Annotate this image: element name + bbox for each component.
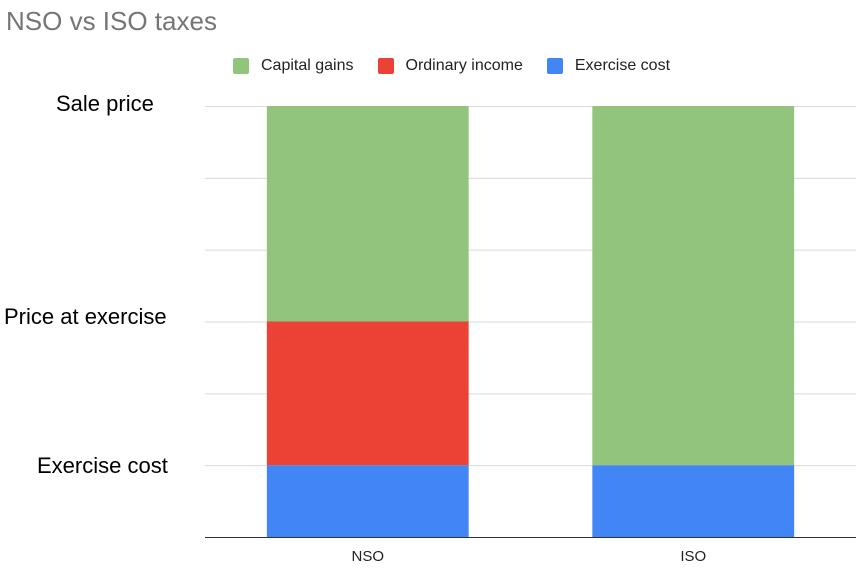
x-tick-label: ISO [680, 548, 706, 565]
legend-swatch-ordinary-income [377, 58, 394, 74]
bar-nso-exercise-cost[interactable] [266, 465, 469, 537]
legend: Capital gains Ordinary income Exercise c… [233, 57, 694, 75]
legend-swatch-exercise-cost [546, 58, 563, 74]
legend-item-exercise-cost[interactable]: Exercise cost [546, 57, 671, 75]
level-label-price-at-exercise: Price at exercise [4, 304, 167, 329]
level-label-sale-price: Sale price [56, 91, 154, 116]
level-label-exercise-cost: Exercise cost [37, 453, 168, 478]
legend-item-capital-gains[interactable]: Capital gains [233, 57, 354, 75]
bar-iso-exercise-cost[interactable] [592, 465, 795, 537]
legend-item-ordinary-income[interactable]: Ordinary income [377, 57, 523, 75]
legend-label-ordinary-income: Ordinary income [405, 57, 523, 74]
legend-swatch-capital-gains [233, 58, 249, 74]
bar-nso-ordinary-income[interactable] [266, 321, 469, 466]
bar-iso-capital-gains[interactable] [592, 106, 795, 466]
chart-title: NSO vs ISO taxes [6, 6, 217, 36]
x-tick-label: NSO [351, 548, 384, 565]
legend-label-exercise-cost: Exercise cost [574, 57, 671, 74]
bar-nso-capital-gains[interactable] [266, 106, 469, 322]
legend-label-capital-gains: Capital gains [261, 57, 354, 74]
